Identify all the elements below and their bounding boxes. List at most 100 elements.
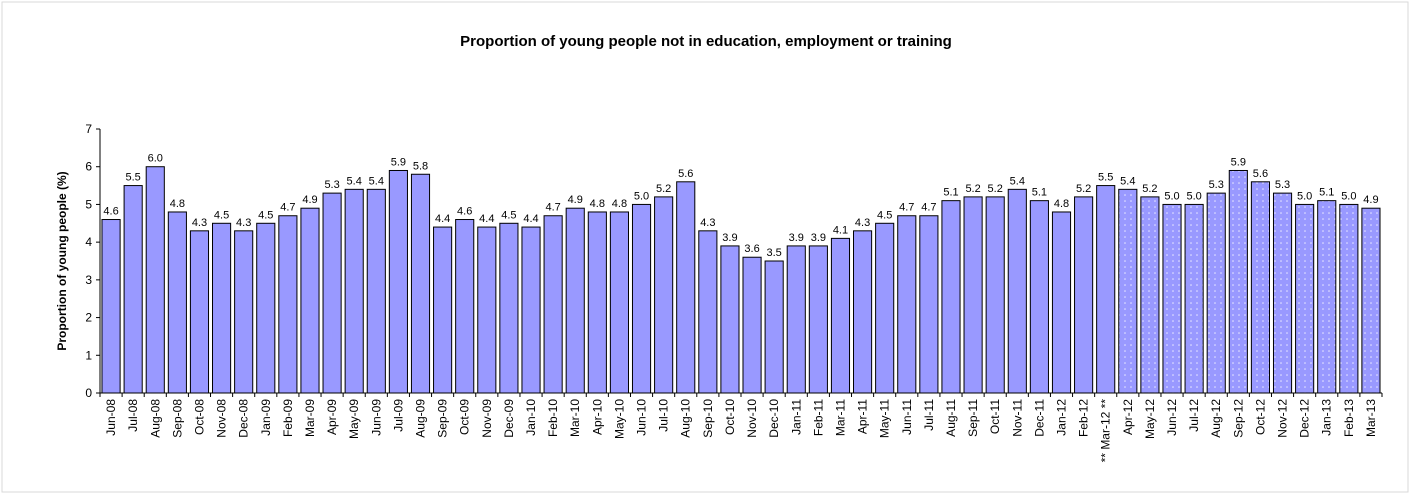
data-label: 5.4 (1010, 175, 1025, 187)
data-label: 5.3 (324, 179, 339, 191)
data-label: 5.0 (1164, 190, 1179, 202)
x-tick-label: Nov-12 (1276, 399, 1290, 438)
bar (101, 219, 121, 394)
y-tick-label: 2 (85, 311, 92, 325)
x-tick-label: Dec-09 (502, 399, 516, 438)
data-label: 4.8 (612, 198, 627, 210)
bar (1007, 188, 1027, 394)
bar (808, 245, 828, 394)
data-label: 4.7 (545, 202, 560, 214)
x-tick-label: Oct-10 (723, 399, 737, 435)
x-tick-label: May-10 (612, 399, 626, 439)
data-label: 4.8 (170, 198, 185, 210)
bar (477, 226, 497, 394)
x-tick-label: Nov-09 (480, 399, 494, 438)
y-tick-label: 0 (85, 386, 92, 400)
bar (123, 185, 143, 394)
x-tick-label: Dec-08 (237, 399, 251, 438)
x-tick-label: Jun-08 (104, 399, 118, 436)
bar (1228, 169, 1248, 394)
bar (875, 222, 895, 394)
data-label: 4.8 (1054, 198, 1069, 210)
bar (919, 215, 939, 394)
x-tick-label: Sep-11 (966, 399, 980, 437)
x-tick-label: ** Mar-12 ** (1099, 399, 1113, 463)
x-tick-label: Mar-09 (303, 399, 317, 437)
y-tick-label: 3 (85, 273, 92, 287)
x-tick-label: Jun-11 (900, 399, 914, 435)
data-label: 5.6 (678, 168, 693, 180)
x-tick-label: Nov-08 (215, 399, 229, 438)
data-label: 4.9 (302, 194, 317, 206)
data-label: 5.4 (347, 175, 362, 187)
y-axis-label: Proportion of young people (%) (55, 171, 69, 350)
bar (830, 237, 851, 394)
data-label: 4.3 (192, 217, 207, 229)
data-label: 4.5 (501, 209, 516, 221)
bar (698, 230, 718, 394)
bar (388, 169, 408, 394)
bar (786, 245, 806, 394)
x-tick-label: Mar-11 (833, 399, 847, 436)
x-tick-label: Dec-12 (1298, 399, 1312, 438)
bar (1317, 200, 1337, 394)
data-label: 4.3 (855, 217, 870, 229)
data-label: 5.3 (1275, 179, 1290, 191)
bar (212, 222, 232, 394)
data-label: 6.0 (148, 153, 163, 165)
bar (1051, 211, 1072, 394)
bar (1096, 185, 1116, 394)
bar (433, 226, 453, 394)
bar (609, 211, 629, 394)
bar (278, 215, 298, 394)
x-tick-label: Feb-13 (1342, 399, 1356, 437)
bar (631, 203, 652, 394)
bar (897, 215, 917, 394)
bar (543, 215, 563, 394)
x-tick-label: Apr-10 (590, 399, 604, 435)
data-label: 3.6 (744, 243, 759, 255)
x-tick-label: Apr-09 (325, 399, 339, 435)
bar (654, 196, 674, 394)
data-label: 4.6 (103, 206, 118, 218)
x-tick-label: Jun-10 (635, 399, 649, 436)
data-label: 5.4 (369, 175, 384, 187)
bar (322, 192, 342, 394)
x-tick-label: May-09 (347, 399, 361, 439)
bar (499, 222, 519, 394)
bar (189, 230, 210, 394)
bar (1184, 203, 1204, 394)
data-label: 5.3 (1209, 179, 1224, 191)
x-tick-label: Sep-10 (701, 399, 715, 438)
data-label: 4.5 (877, 209, 892, 221)
data-label: 3.9 (789, 232, 804, 244)
bar (410, 173, 431, 394)
x-tick-label: Feb-11 (811, 399, 825, 436)
bar (985, 196, 1005, 394)
bar (1162, 203, 1182, 394)
data-label: 4.4 (435, 213, 450, 225)
x-tick-label: Jan-09 (259, 399, 273, 436)
x-tick-label: Aug-09 (414, 399, 428, 438)
bar (521, 226, 541, 394)
x-tick-label: Aug-10 (679, 399, 693, 438)
x-tick-label: Feb-09 (281, 399, 295, 437)
data-label: 4.3 (700, 217, 715, 229)
data-label: 5.8 (413, 160, 428, 172)
data-label: 4.7 (921, 202, 936, 214)
data-label: 3.5 (767, 247, 782, 259)
data-label: 4.9 (1363, 194, 1378, 206)
x-tick-label: Feb-12 (1077, 399, 1091, 437)
bar (742, 256, 762, 394)
x-tick-label: Mar-10 (568, 399, 582, 437)
data-label: 5.5 (1098, 172, 1113, 184)
y-tick-label: 4 (85, 235, 92, 249)
data-label: 5.5 (126, 172, 141, 184)
x-tick-label: Oct-12 (1253, 399, 1267, 435)
data-label: 5.2 (1142, 183, 1157, 195)
bar (1295, 203, 1315, 394)
y-tick-label: 7 (85, 122, 92, 136)
x-tick-label: Jun-09 (369, 399, 383, 436)
data-label: 5.9 (1231, 156, 1246, 168)
